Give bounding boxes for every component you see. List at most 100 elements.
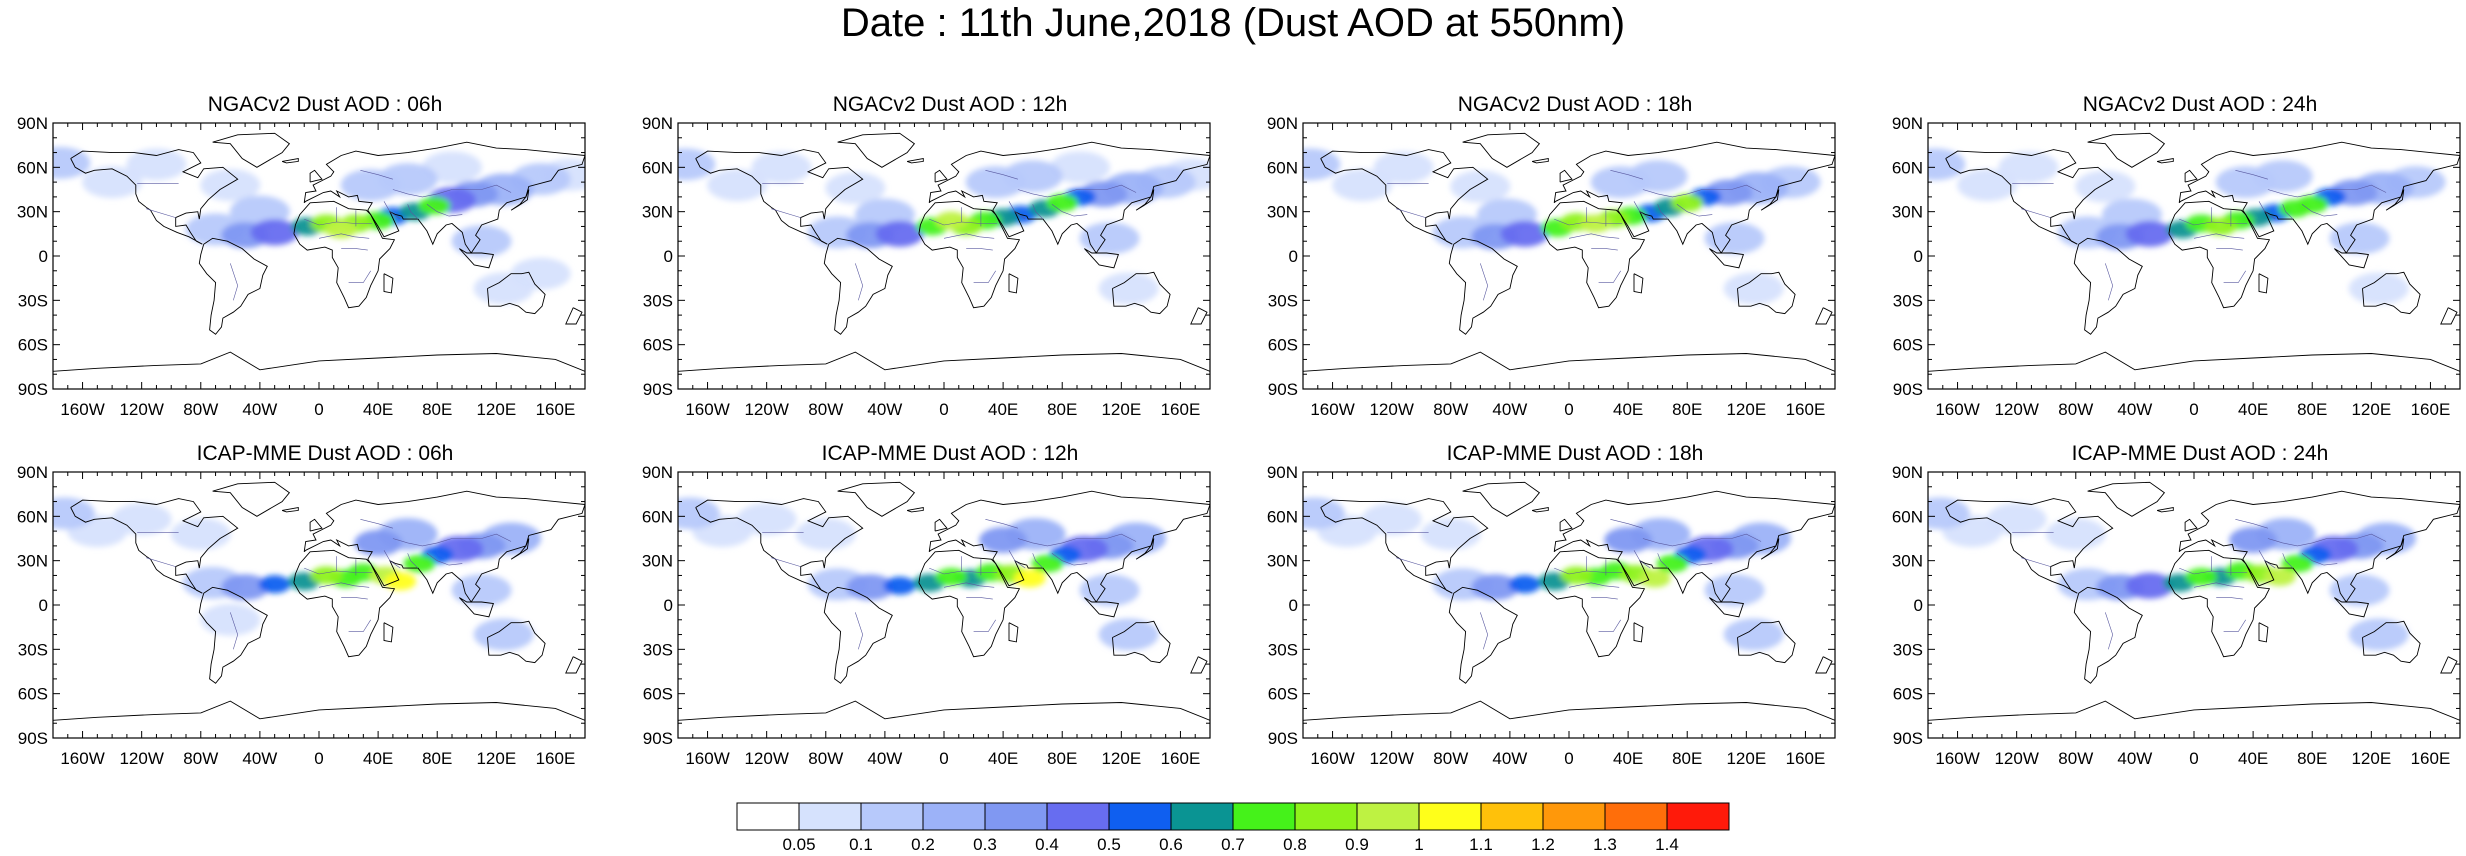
- country-border: [1032, 553, 1044, 569]
- coastline: [695, 498, 864, 594]
- x-tick-label: 40W: [867, 749, 902, 768]
- coastline: [487, 620, 546, 664]
- country-border: [1396, 557, 1426, 567]
- coastline: [70, 498, 239, 594]
- panel-title: NGACv2 Dust AOD : 18h: [1457, 93, 1693, 116]
- aod-plume: [1704, 574, 1765, 607]
- aod-plume: [707, 169, 768, 202]
- x-tick-label: 120W: [119, 749, 163, 768]
- coastline: [281, 157, 299, 164]
- aod-plume: [384, 572, 417, 591]
- country-border: [360, 519, 393, 529]
- coastlines: [1928, 481, 2460, 721]
- map-panel-ngac-18h: NGACv2 Dust AOD : 18h 160W 120W 80W 40W 0 40E…: [1267, 92, 1875, 432]
- colorbar-box: [798, 802, 862, 831]
- y-tick-label: 90S: [18, 380, 48, 399]
- coastline: [1462, 481, 1541, 517]
- coastline: [2156, 157, 2174, 164]
- y-tick-label: 90N: [642, 114, 673, 133]
- aod-plume: [1079, 574, 1140, 607]
- coastlines: [678, 132, 1210, 372]
- x-tick-label: 40W: [1492, 749, 1527, 768]
- aod-plume: [979, 526, 1028, 553]
- coastline: [1135, 189, 1155, 211]
- x-tick-label: 0: [939, 749, 948, 768]
- map-plot: 160W 120W 80W 40W 0 40E 80E 120E 160E 90N 60N 30N 0 3…: [17, 114, 586, 419]
- aod-plume: [1986, 503, 2047, 536]
- coastline: [70, 149, 239, 245]
- aod-plume: [1998, 151, 2059, 184]
- country-border: [392, 184, 512, 198]
- x-tick-label: 80W: [808, 400, 843, 419]
- aod-plume: [418, 196, 451, 215]
- country-border: [973, 619, 996, 632]
- coastline: [281, 506, 299, 513]
- coastline: [1559, 169, 1573, 183]
- country-border: [426, 553, 463, 566]
- colorbar-box: [1232, 802, 1296, 831]
- country-border: [407, 553, 419, 569]
- country-borders: [137, 170, 512, 301]
- x-tick-label: 160W: [60, 400, 104, 419]
- coastline: [934, 169, 948, 183]
- coastline: [2258, 622, 2269, 643]
- x-tick-label: 160W: [1935, 400, 1979, 419]
- y-tick-label: 30S: [18, 291, 48, 310]
- country-border: [1676, 553, 1713, 566]
- country-border: [1657, 553, 1669, 569]
- aod-plume: [310, 566, 343, 585]
- country-border: [1642, 533, 1762, 547]
- country-border: [2193, 582, 2245, 588]
- coastline: [906, 157, 924, 164]
- aod-plume: [1560, 566, 1593, 585]
- y-tick-label: 30S: [1268, 291, 1298, 310]
- coastline: [2440, 307, 2458, 325]
- colorbar-label: 0.4: [1035, 835, 1059, 854]
- coastline: [1737, 620, 1796, 664]
- country-border: [146, 557, 176, 567]
- country-border: [230, 612, 239, 650]
- country-border: [360, 170, 393, 180]
- y-tick-label: 60N: [1892, 158, 1923, 177]
- y-tick-label: 60S: [18, 685, 48, 704]
- aod-plume: [2348, 618, 2409, 651]
- colorbar-box: [1480, 802, 1544, 831]
- x-tick-label: 0: [314, 400, 323, 419]
- y-tick-label: 30S: [1893, 291, 1923, 310]
- x-tick-label: 80W: [1433, 400, 1468, 419]
- y-tick-label: 0: [664, 247, 673, 266]
- country-border: [1642, 184, 1762, 198]
- colorbar-box: [1542, 802, 1606, 831]
- map-plot: 160W 120W 80W 40W 0 40E 80E 120E 160E 90N 60N 30N 0 3…: [642, 114, 1211, 419]
- country-border: [1017, 533, 1137, 547]
- coastline: [2362, 271, 2421, 315]
- x-tick-label: 120E: [2351, 749, 2391, 768]
- x-tick-label: 120E: [1726, 400, 1766, 419]
- aod-plume: [2185, 567, 2218, 586]
- panel-title: ICAP-MME Dust AOD : 24h: [2071, 442, 2329, 465]
- country-border: [318, 582, 370, 588]
- tick-marks: [52, 471, 586, 739]
- x-tick-label: 120E: [1726, 749, 1766, 768]
- aod-field: [1303, 148, 1821, 305]
- y-tick-label: 0: [664, 596, 673, 615]
- y-tick-label: 60S: [1893, 336, 1923, 355]
- x-tick-label: 40W: [867, 400, 902, 419]
- y-tick-label: 60S: [1893, 685, 1923, 704]
- aod-plume: [736, 503, 797, 536]
- coastline: [2184, 518, 2198, 532]
- aod-plume: [1098, 618, 1159, 651]
- x-tick-label: 40E: [2238, 400, 2268, 419]
- coastline: [2385, 538, 2405, 560]
- country-borders: [762, 519, 1137, 650]
- coastline: [565, 656, 583, 674]
- colorbar-plot: 0.05 0.1 0.2 0.3 0.4 0.5 0.6 0.7 0.8 0.9 1 1.1 1.2 1.…: [736, 802, 1730, 854]
- map-panel-icap-24h: ICAP-MME Dust AOD : 24h 160W 120W 80W 40W 0 4…: [1892, 441, 2466, 781]
- aod-field: [53, 146, 585, 305]
- colorbar-label: 1.3: [1593, 835, 1617, 854]
- coastline: [53, 351, 585, 372]
- coastline: [1760, 189, 1780, 211]
- country-borders: [1387, 519, 1762, 650]
- aod-plume: [1361, 503, 1422, 536]
- coastline: [565, 307, 583, 325]
